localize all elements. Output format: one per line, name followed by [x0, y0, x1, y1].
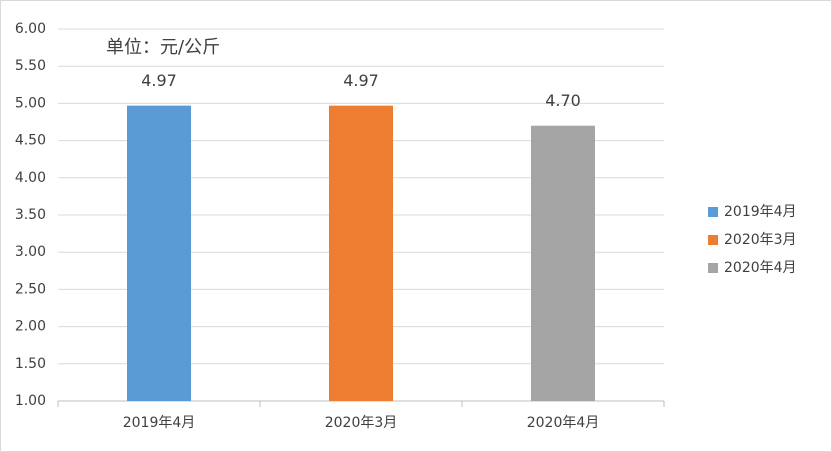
y-tick-label: 4.50: [15, 133, 46, 149]
value-label: 4.97: [141, 71, 177, 90]
y-tick-label: 5.50: [15, 58, 46, 74]
y-tick-label: 6.00: [15, 21, 46, 37]
x-tick-label: 2019年4月: [123, 415, 196, 431]
y-tick-label: 1.00: [15, 393, 46, 409]
legend-label: 2020年3月: [724, 232, 797, 248]
bar: [329, 105, 393, 401]
y-tick-label: 2.00: [15, 319, 46, 335]
value-label: 4.97: [343, 71, 379, 90]
legend-swatch: [708, 207, 718, 217]
x-tick-label: 2020年3月: [325, 415, 398, 431]
y-tick-label: 4.00: [15, 170, 46, 186]
legend-swatch: [708, 263, 718, 273]
bar: [531, 125, 595, 401]
x-tick-label: 2020年4月: [527, 415, 600, 431]
legend-swatch: [708, 235, 718, 245]
unit-annotation: 单位：元/公斤: [106, 37, 220, 58]
y-tick-label: 3.50: [15, 207, 46, 223]
bar: [127, 105, 191, 401]
value-label: 4.70: [545, 91, 581, 110]
y-tick-label: 5.00: [15, 95, 46, 111]
legend-label: 2020年4月: [724, 260, 797, 276]
y-tick-label: 2.50: [15, 281, 46, 297]
y-tick-label: 3.00: [15, 244, 46, 260]
legend-label: 2019年4月: [724, 204, 797, 220]
y-tick-label: 1.50: [15, 356, 46, 372]
